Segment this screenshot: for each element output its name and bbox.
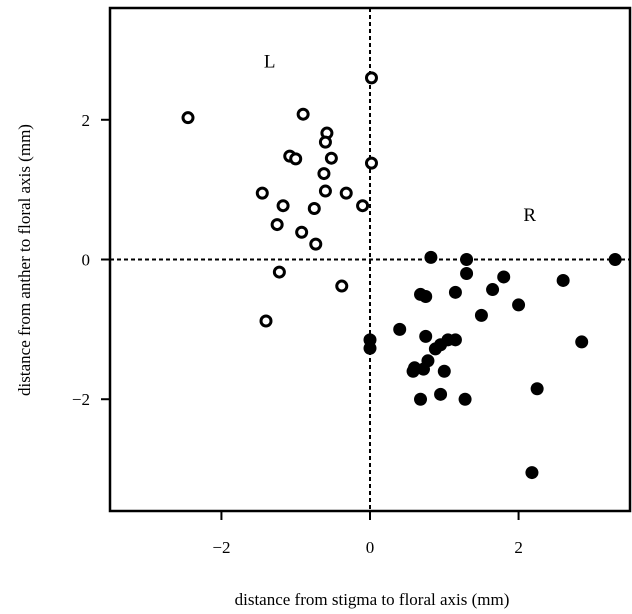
open-data-point: [255, 186, 269, 200]
x-tick-label: 0: [366, 538, 375, 557]
filled-data-point: [486, 283, 500, 297]
filled-data-point: [458, 392, 472, 406]
y-tick-label: 0: [82, 251, 91, 270]
filled-data-point: [556, 273, 570, 287]
annotations: LR: [264, 51, 536, 226]
open-data-point: [364, 71, 378, 85]
open-data-point: [318, 184, 332, 198]
y-tick-label: −2: [72, 390, 90, 409]
data-points: [181, 71, 622, 480]
filled-data-point: [406, 364, 420, 378]
open-data-point: [307, 202, 321, 216]
filled-data-point: [434, 387, 448, 401]
filled-data-point: [437, 364, 451, 378]
filled-data-point: [460, 253, 474, 266]
filled-data-point: [512, 298, 526, 312]
filled-data-point: [448, 333, 462, 347]
filled-data-point: [416, 362, 430, 376]
open-data-point: [317, 167, 331, 181]
filled-data-point: [460, 266, 474, 280]
filled-data-point: [393, 322, 407, 336]
y-axis-title: distance from anther to floral axis (mm): [15, 124, 34, 396]
x-tick-label: 2: [514, 538, 523, 557]
region-label-r: R: [523, 205, 536, 226]
filled-data-point: [608, 253, 622, 266]
open-data-point: [309, 237, 323, 251]
filled-data-point: [414, 392, 428, 406]
region-label-l: L: [264, 51, 276, 72]
open-data-point: [335, 279, 349, 293]
filled-data-point: [424, 250, 438, 264]
open-data-point: [276, 199, 290, 213]
axis-ticks: −2 0 2 −2 0 2: [72, 111, 523, 557]
open-data-point: [296, 107, 310, 121]
filled-data-point: [363, 341, 377, 355]
open-data-point: [259, 314, 273, 328]
x-axis-title: distance from stigma to floral axis (mm): [235, 590, 510, 609]
y-tick-label: 2: [82, 111, 91, 130]
open-data-point: [364, 156, 378, 170]
filled-data-point: [428, 342, 442, 356]
filled-data-point: [419, 290, 433, 304]
filled-data-point: [497, 270, 511, 284]
filled-data-point: [575, 335, 589, 349]
open-data-point: [339, 186, 353, 200]
filled-data-point: [474, 308, 488, 322]
open-data-point: [324, 151, 338, 165]
open-data-point: [318, 135, 332, 149]
open-data-point: [272, 265, 286, 279]
filled-data-point: [525, 466, 539, 480]
reference-lines: [110, 8, 630, 511]
filled-data-point: [448, 285, 462, 299]
filled-data-point: [419, 329, 433, 343]
open-data-point: [356, 199, 370, 213]
open-data-point: [181, 111, 195, 125]
x-tick-label: −2: [212, 538, 230, 557]
filled-data-point: [530, 382, 544, 396]
open-data-point: [289, 152, 303, 166]
open-data-point: [295, 225, 309, 239]
open-data-point: [270, 218, 284, 232]
